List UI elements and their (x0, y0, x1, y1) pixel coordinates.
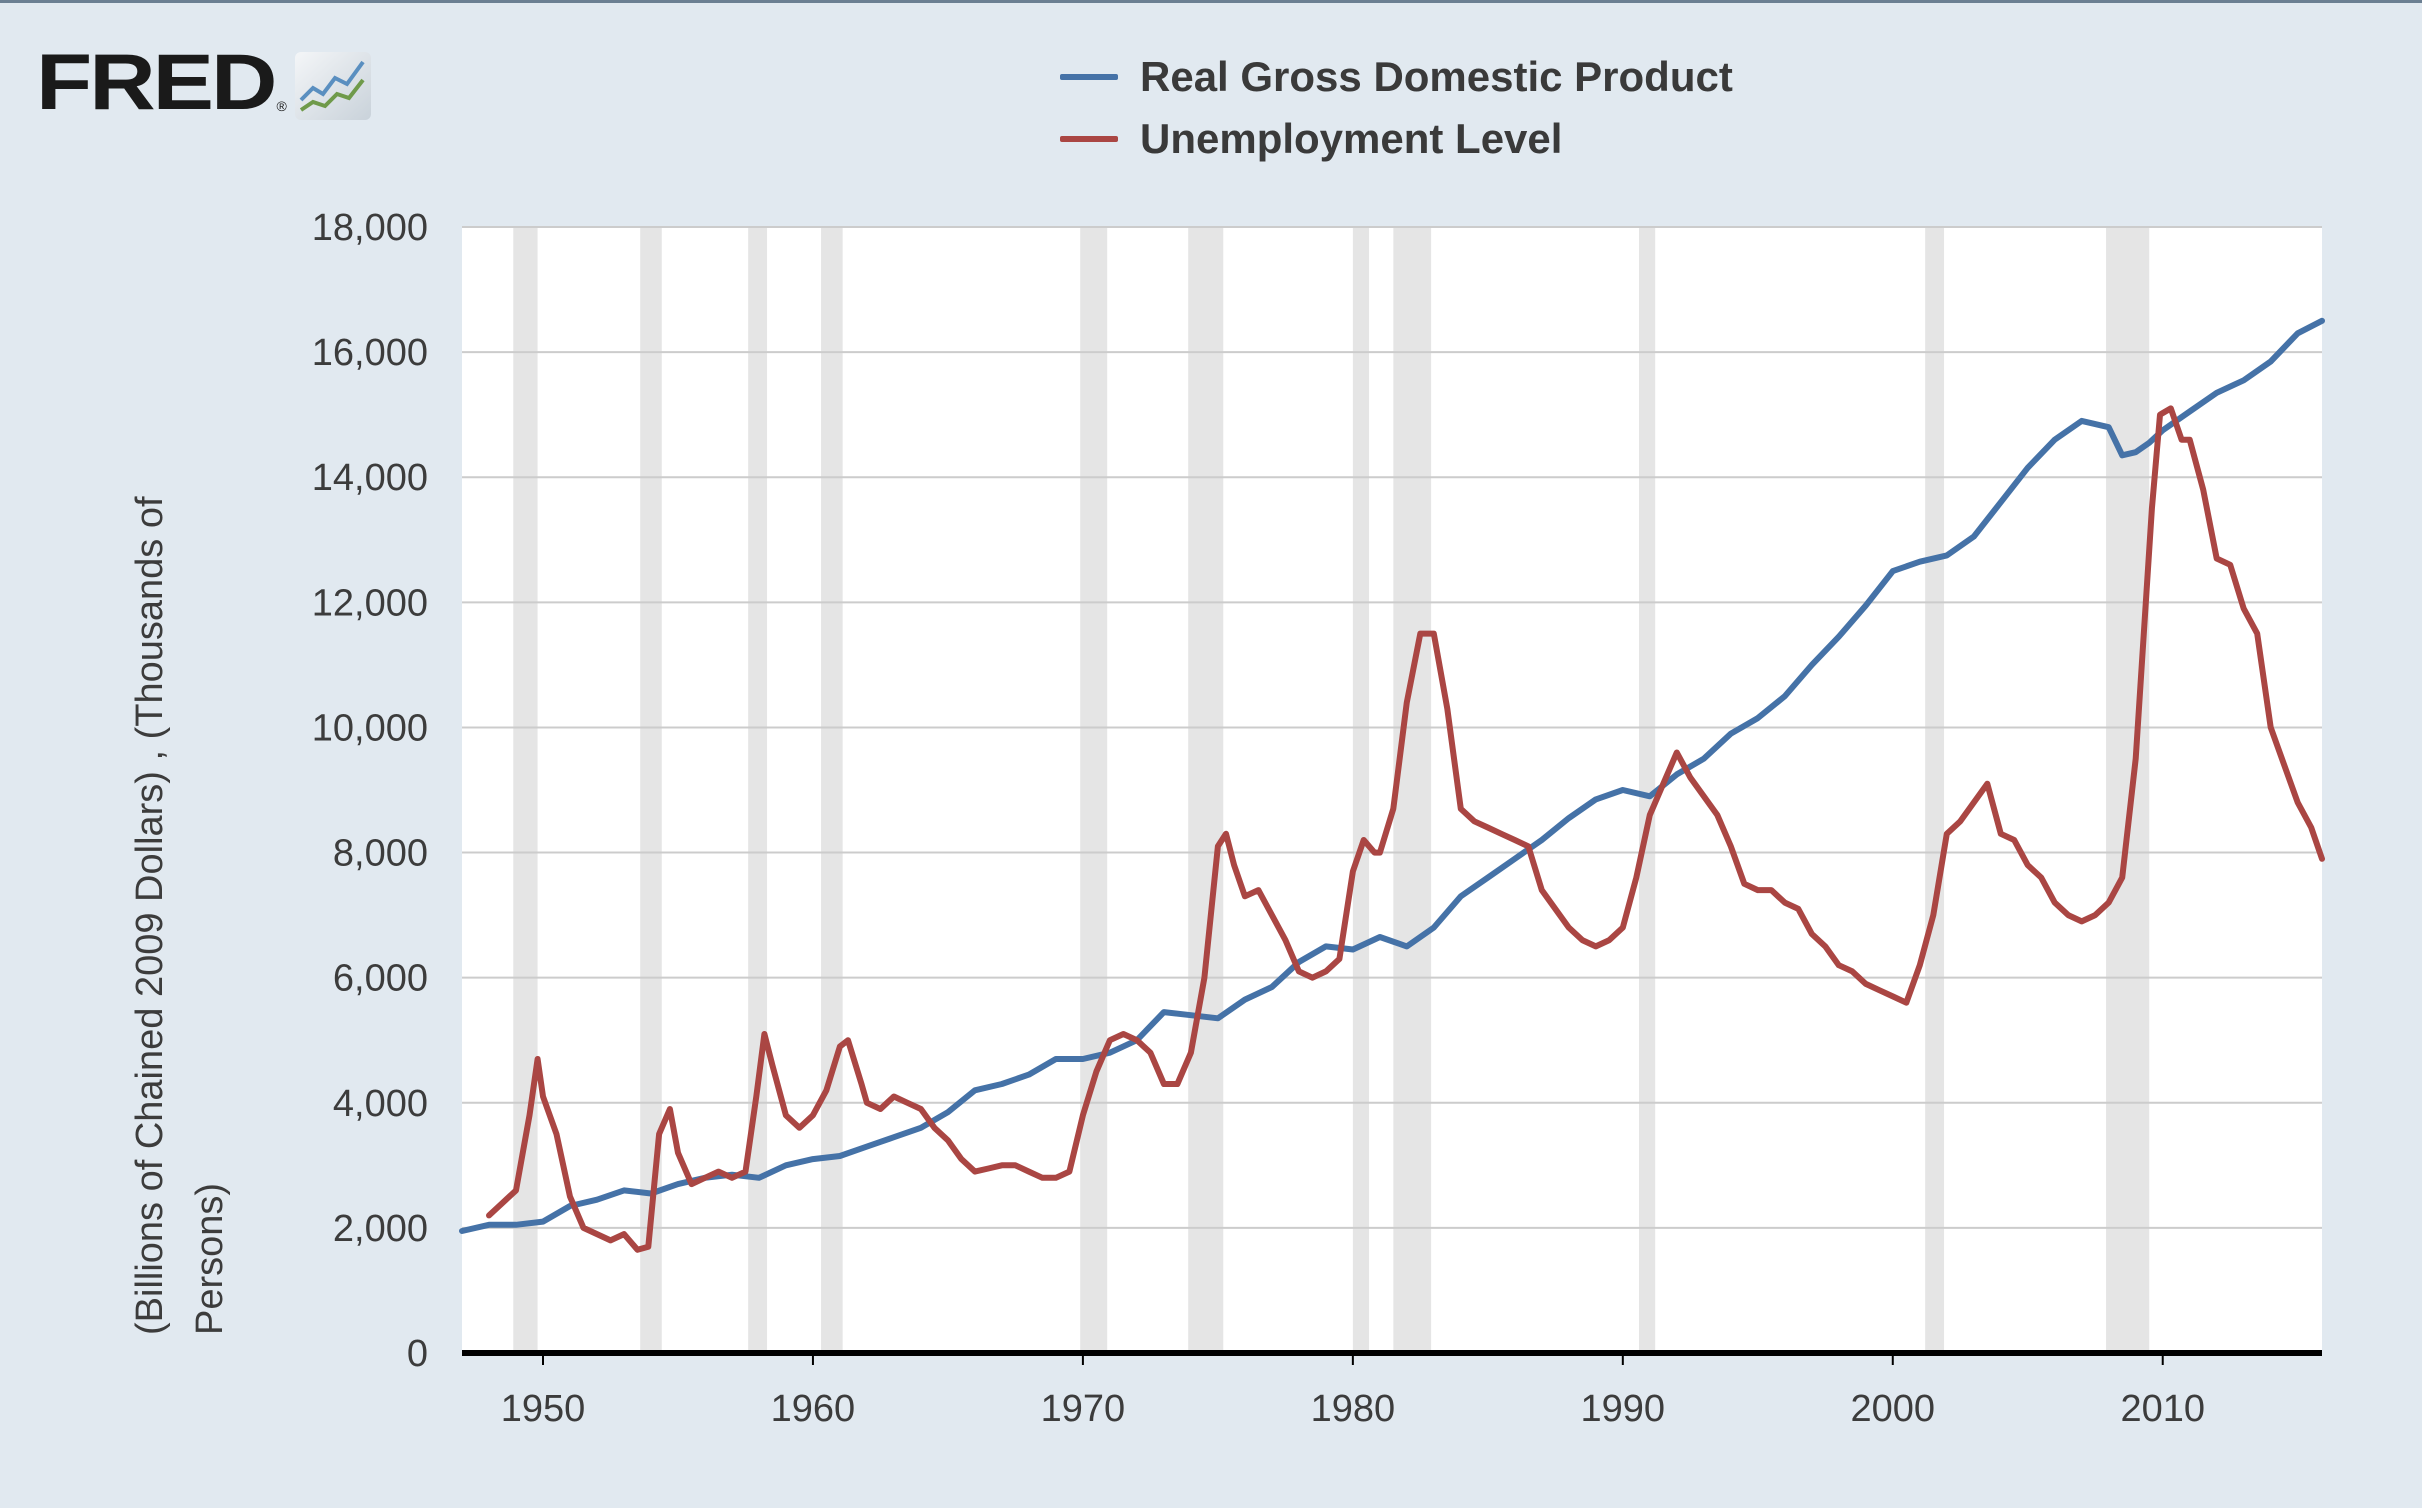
legend-swatch-unemployment (1060, 136, 1118, 142)
legend-item-gdp[interactable]: Real Gross Domestic Product (1060, 46, 1733, 108)
x-tick-label-1: 1960 (771, 1388, 856, 1430)
recession-band-1 (640, 227, 662, 1353)
recession-bands (513, 227, 2150, 1353)
y-axis-label-line-1: (Billions of Chained 2009 Dollars) , (Th… (129, 496, 171, 1335)
series-line-gdp[interactable] (459, 317, 2325, 1234)
y-tick-label-3: 6,000 (333, 958, 428, 1000)
plot-area (462, 227, 2322, 1353)
y-tick-label-6: 12,000 (312, 582, 428, 624)
series-lines (459, 317, 2325, 1253)
top-border (0, 0, 2422, 3)
y-tick-label-1: 2,000 (333, 1208, 428, 1250)
recession-band-0 (513, 227, 538, 1353)
fred-logo[interactable]: FRED ® (36, 30, 373, 122)
x-tick-label-0: 1950 (501, 1388, 586, 1430)
y-tick-label-7: 14,000 (312, 457, 428, 499)
x-tick-label-6: 2010 (2120, 1388, 2205, 1430)
x-tick-label-5: 2000 (1850, 1388, 1935, 1430)
recession-band-3 (821, 227, 843, 1353)
recession-band-8 (1639, 227, 1656, 1353)
y-axis-ticks: 0 2,000 4,000 6,000 8,000 10,000 12,000 14,000 1… (312, 207, 428, 1375)
y-tick-label-5: 10,000 (312, 707, 428, 749)
x-axis-ticks: 1950 1960 1970 1980 1990 2000 2010 (501, 1353, 2205, 1430)
recession-band-5 (1188, 227, 1224, 1353)
recession-band-4 (1080, 227, 1108, 1353)
fred-logo-text: FRED (36, 38, 277, 127)
x-tick-label-4: 1990 (1581, 1388, 1666, 1430)
legend-swatch-gdp (1060, 74, 1118, 80)
y-axis-label-line-2: Persons) (189, 1183, 231, 1335)
y-tick-label-4: 8,000 (333, 833, 428, 875)
legend-label-gdp: Real Gross Domestic Product (1140, 53, 1733, 100)
recession-band-7 (1393, 227, 1432, 1353)
x-tick-label-3: 1980 (1311, 1388, 1396, 1430)
recession-band-9 (1925, 227, 1945, 1353)
chart-legend: Real Gross Domestic Product Unemployment… (1060, 46, 1733, 170)
legend-item-unemployment[interactable]: Unemployment Level (1060, 108, 1733, 170)
logo-graph-icon (294, 52, 371, 120)
recession-band-6 (1352, 227, 1370, 1353)
recession-band-2 (748, 227, 768, 1353)
y-tick-label-9: 18,000 (312, 207, 428, 249)
registered-mark: ® (276, 98, 287, 114)
y-tick-label-0: 0 (407, 1333, 428, 1375)
y-tick-label-2: 4,000 (333, 1083, 428, 1125)
legend-label-unemployment: Unemployment Level (1140, 115, 1563, 162)
y-tick-label-8: 16,000 (312, 332, 428, 374)
x-tick-label-2: 1970 (1041, 1388, 1126, 1430)
series-line-unemployment[interactable] (486, 405, 2325, 1253)
recession-band-10 (2106, 227, 2150, 1353)
grid-lines (462, 226, 2322, 1229)
